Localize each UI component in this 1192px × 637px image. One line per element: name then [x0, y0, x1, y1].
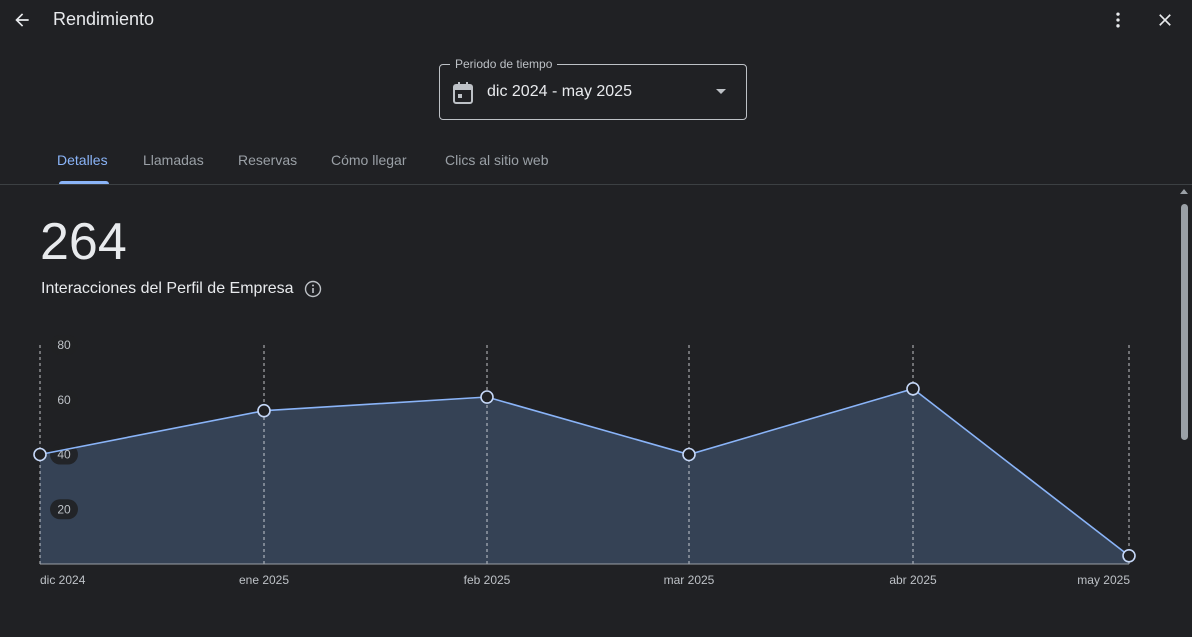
data-point-0	[33, 447, 47, 462]
area-fill	[40, 388, 1129, 564]
period-value: dic 2024 - may 2025	[487, 83, 632, 100]
tab-detalles[interactable]: Detalles	[57, 152, 108, 168]
page-title: Rendimiento	[53, 9, 155, 29]
data-point-2	[480, 390, 494, 404]
close-icon	[1159, 14, 1171, 26]
y-tick-label-80: 80	[57, 338, 71, 352]
back-button[interactable]	[8, 6, 36, 34]
arrow-back-icon	[15, 13, 29, 27]
period-dropdown[interactable]: Periodo de tiempo dic 2024 - may 2025	[439, 57, 747, 120]
period-label: Periodo de tiempo	[450, 57, 558, 71]
scrollbar[interactable]	[1176, 186, 1192, 637]
tab-clics-sitio-web[interactable]: Clics al sitio web	[445, 152, 549, 168]
scroll-thumb[interactable]	[1181, 204, 1188, 440]
more-vert-icon	[1116, 12, 1120, 28]
metric-label: Interacciones del Perfil de Empresa	[41, 280, 294, 297]
x-tick-label-2: feb 2025	[464, 573, 511, 587]
data-point-4	[906, 381, 920, 396]
data-point-5	[1122, 548, 1136, 563]
x-tick-label-0: dic 2024	[40, 573, 86, 587]
info-icon[interactable]	[304, 280, 322, 298]
series-line	[39, 387, 1130, 557]
close-button[interactable]	[1151, 6, 1179, 34]
tab-como-llegar[interactable]: Cómo llegar	[331, 152, 407, 168]
y-tick-label-20: 20	[57, 502, 71, 516]
active-tab-indicator	[59, 181, 109, 184]
y-tick-bg-40	[50, 444, 78, 465]
tab-llamadas[interactable]: Llamadas	[143, 152, 204, 168]
more-options-button[interactable]	[1104, 6, 1132, 34]
top-bar: Rendimiento	[0, 0, 1192, 40]
data-point-3	[682, 447, 696, 462]
y-tick-bg-60	[50, 389, 78, 410]
x-tick-label-3: mar 2025	[664, 573, 715, 587]
chevron-down-icon	[716, 89, 726, 94]
y-tick-bg-20	[50, 499, 78, 520]
data-point-1	[257, 403, 271, 418]
total-interactions-value: 264	[40, 213, 127, 271]
x-tick-label-4: abr 2025	[889, 573, 937, 587]
tab-reservas[interactable]: Reservas	[238, 152, 298, 168]
tab-bar: Detalles Llamadas Reservas Cómo llegar C…	[0, 140, 1192, 185]
y-tick-label-60: 60	[57, 393, 71, 407]
scroll-up-arrow[interactable]	[1180, 189, 1188, 194]
x-tick-label-1: ene 2025	[239, 573, 289, 587]
calendar-icon	[453, 82, 473, 104]
y-tick-bg-80	[50, 335, 78, 355]
x-tick-label-5: may 2025	[1077, 573, 1130, 587]
